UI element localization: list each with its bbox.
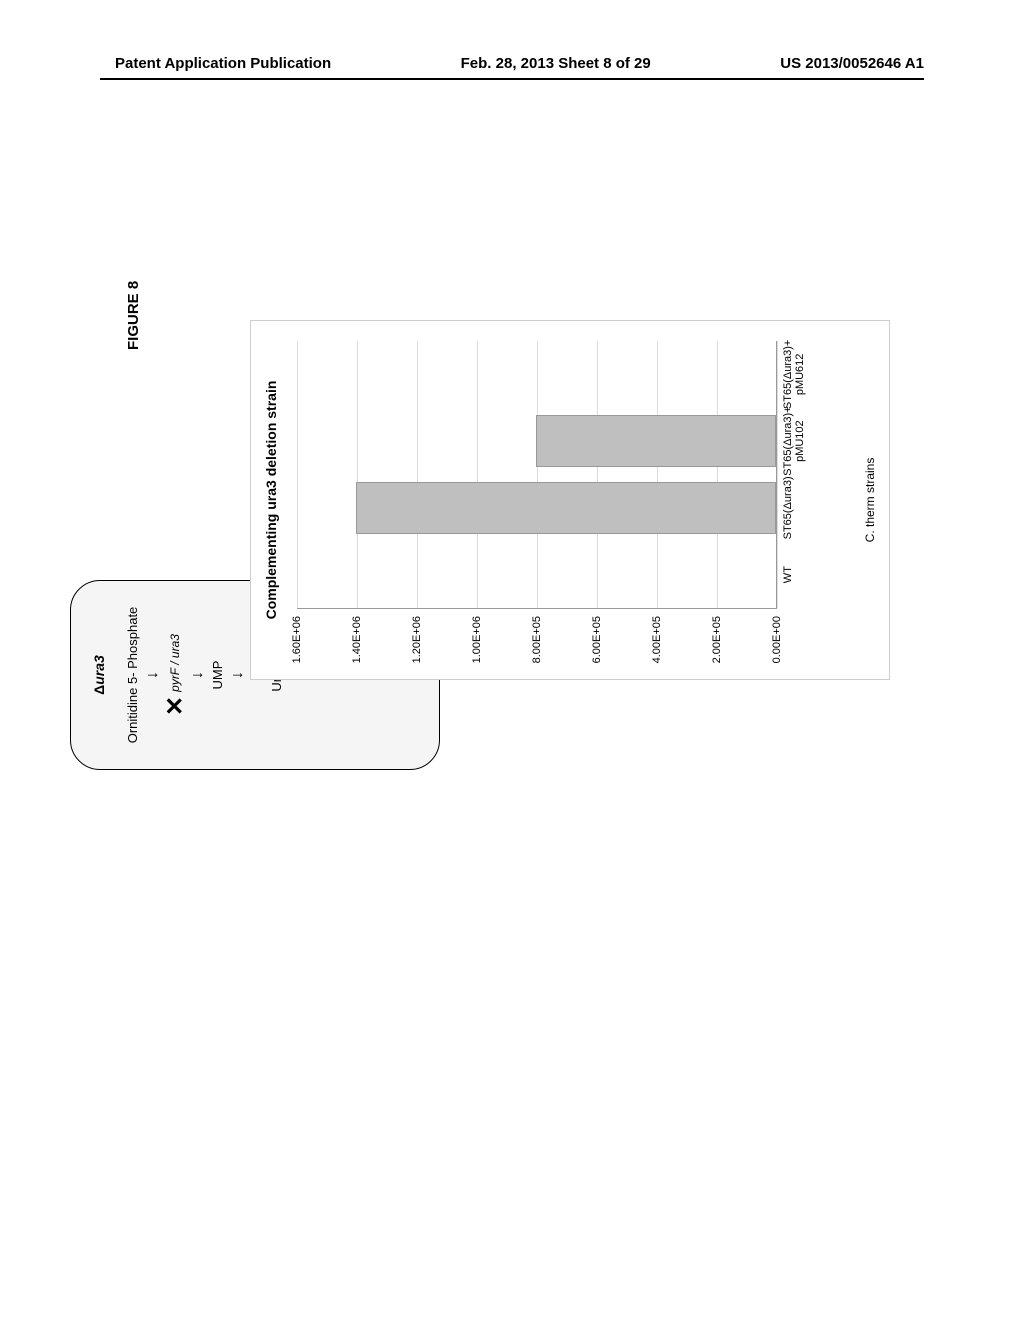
pathway-step-2: UMP: [210, 661, 225, 690]
cross-icon: ✕: [166, 696, 185, 716]
gene-label: pyrF / ura3: [168, 634, 182, 692]
grid-line: [657, 341, 658, 608]
y-tick-label: 8.00E+05: [531, 616, 543, 678]
y-tick-label: 1.00E+06: [471, 616, 483, 678]
pathway-step-1: Ornitidine 5- Phosphate: [125, 607, 140, 744]
pathway-title: Δura3: [91, 655, 107, 695]
y-tick-label: 1.20E+06: [411, 616, 423, 678]
bar: [356, 482, 776, 534]
y-tick-label: 1.40E+06: [351, 616, 363, 678]
grid-line: [717, 341, 718, 608]
header-divider: [100, 78, 924, 80]
arrow-icon: ↓: [193, 671, 203, 679]
page-header: Patent Application Publication Feb. 28, …: [0, 55, 1024, 72]
header-right: US 2013/0052646 A1: [780, 55, 924, 72]
grid-line: [597, 341, 598, 608]
figure-label: FIGURE 8: [125, 281, 142, 350]
y-tick-label: 6.00E+05: [591, 616, 603, 678]
grid-line: [297, 341, 298, 608]
grid-line: [417, 341, 418, 608]
blocked-step: ✕ pyrF / ura3: [166, 634, 185, 716]
y-tick-label: 2.00E+05: [711, 616, 723, 678]
arrow-icon: ↓: [233, 671, 243, 679]
bar-chart: Complementing ura3 deletion strain CFU o…: [250, 320, 890, 680]
grid-line: [537, 341, 538, 608]
arrow-icon: ↓: [148, 671, 158, 679]
header-left: Patent Application Publication: [115, 55, 331, 72]
chart-title: Complementing ura3 deletion strain: [251, 321, 287, 679]
x-tick-label: ST65(Δura3)+ pMU612: [776, 334, 806, 414]
x-axis-label: C. therm strains: [863, 321, 877, 679]
y-tick-label: 1.60E+06: [291, 616, 303, 678]
plot-area: 0.00E+002.00E+054.00E+056.00E+058.00E+05…: [297, 341, 777, 609]
bar: [536, 415, 776, 467]
header-center: Feb. 28, 2013 Sheet 8 of 29: [461, 55, 651, 72]
grid-line: [357, 341, 358, 608]
y-tick-label: 0.00E+00: [771, 616, 783, 678]
grid-line: [477, 341, 478, 608]
y-tick-label: 4.00E+05: [651, 616, 663, 678]
